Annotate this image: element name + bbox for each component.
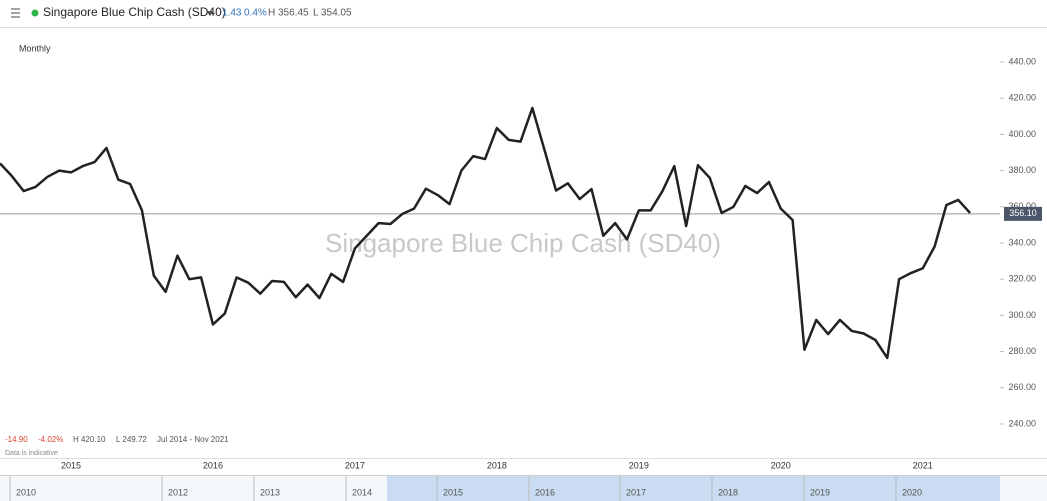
navigator-label: 2020 bbox=[902, 487, 922, 497]
navigator-label: 2015 bbox=[443, 487, 463, 497]
navigator-label: 2018 bbox=[718, 487, 738, 497]
stats-high: H 420.10 bbox=[73, 435, 106, 444]
y-tick-label: 300.00 bbox=[1008, 310, 1036, 320]
navigator-label: 2014 bbox=[352, 487, 372, 497]
stats-low: L 249.72 bbox=[116, 435, 147, 444]
watermark: Singapore Blue Chip Cash (SD40) bbox=[325, 228, 721, 258]
x-tick-label: 2019 bbox=[629, 460, 649, 470]
stats-note: Data is indicative bbox=[5, 450, 58, 457]
navigator-selection[interactable] bbox=[387, 475, 1000, 501]
header-high: H 356.45 bbox=[268, 8, 309, 19]
price-tag bbox=[1004, 206, 1042, 221]
header-low: L 354.05 bbox=[313, 8, 352, 19]
navigator-label: 2012 bbox=[168, 487, 188, 497]
header-change: 1.43 bbox=[222, 8, 242, 19]
navigator-label: 2019 bbox=[810, 487, 830, 497]
x-tick-label: 2015 bbox=[61, 460, 81, 470]
period-label: Monthly bbox=[19, 43, 51, 53]
y-tick-label: 320.00 bbox=[1008, 274, 1036, 284]
navigator-label: 2016 bbox=[535, 487, 555, 497]
x-tick-label: 2020 bbox=[771, 460, 791, 470]
y-tick-label: 260.00 bbox=[1008, 382, 1036, 392]
price-tag-label: 356.10 bbox=[1009, 208, 1037, 218]
y-tick-label: 440.00 bbox=[1008, 56, 1036, 66]
x-tick-label: 2017 bbox=[345, 460, 365, 470]
menu-icon[interactable] bbox=[11, 8, 20, 18]
dropdown-caret[interactable] bbox=[206, 11, 214, 16]
x-tick-label: 2018 bbox=[487, 460, 507, 470]
y-tick-label: 340.00 bbox=[1008, 237, 1036, 247]
y-tick-label: 240.00 bbox=[1008, 418, 1036, 428]
status-dot bbox=[31, 9, 39, 17]
header-change-pct: 0.4% bbox=[244, 8, 267, 19]
navigator-label: 2017 bbox=[626, 487, 646, 497]
y-tick-label: 280.00 bbox=[1008, 346, 1036, 356]
stats-change: -14.90 bbox=[5, 435, 28, 444]
instrument-title[interactable]: Singapore Blue Chip Cash (SD40) bbox=[43, 5, 226, 19]
x-tick-label: 2021 bbox=[913, 460, 933, 470]
navigator-label: 2010 bbox=[16, 487, 36, 497]
price-line-series bbox=[0, 106, 971, 360]
y-tick-label: 420.00 bbox=[1008, 93, 1036, 103]
stats-range: Jul 2014 - Nov 2021 bbox=[157, 435, 229, 444]
navigator-label: 2013 bbox=[260, 487, 280, 497]
y-tick-label: 400.00 bbox=[1008, 129, 1036, 139]
y-tick-label: 360.00 bbox=[1008, 201, 1036, 211]
y-tick-label: 380.00 bbox=[1008, 165, 1036, 175]
x-tick-label: 2016 bbox=[203, 460, 223, 470]
stats-change-pct: -4.02% bbox=[38, 435, 63, 444]
